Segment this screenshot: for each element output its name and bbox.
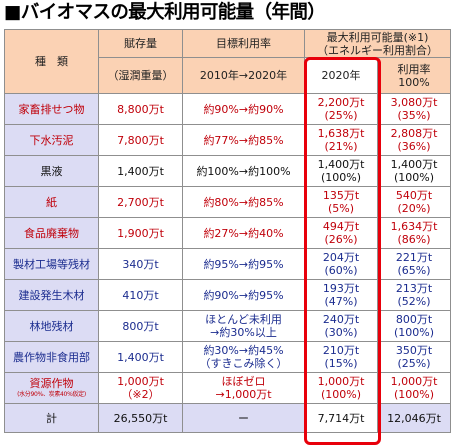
row-target: 約77%→約85% bbox=[182, 124, 305, 156]
biomass-table: 種 類 賦存量 目標利用率 最大利用可能量(※1) （エネルギー利用割合） （湿潤… bbox=[4, 29, 451, 433]
row-target: 約30%→約45% （すきこみ除く） bbox=[182, 341, 305, 373]
header-2020: 2020年 bbox=[304, 57, 378, 94]
row-100: 221万t (65%) bbox=[377, 248, 451, 280]
row-stock: 8,800万t bbox=[98, 93, 183, 125]
row-stock: 2,700万t bbox=[98, 186, 183, 218]
header-stock-line1: 賦存量 bbox=[98, 29, 183, 58]
row-target: 約100%→約100% bbox=[182, 155, 305, 187]
row-2020: 1,000万t (100%) bbox=[304, 372, 378, 404]
row-stock: 410万t bbox=[98, 279, 183, 311]
row-2020: 1,638万t (21%) bbox=[304, 124, 378, 156]
header-target-line2: 2010年→2020年 bbox=[182, 57, 305, 94]
row-stock: 1,400万t bbox=[98, 341, 183, 373]
table-row: 林地残材 800万t ほとんど未利用 →約30%以上 240万t (30%) 800… bbox=[4, 310, 451, 342]
row-name: 家畜排せつ物 bbox=[4, 93, 99, 125]
row-2020: 1,400万t (100%) bbox=[304, 155, 378, 187]
row-stock: 7,800万t bbox=[98, 124, 183, 156]
row-target: 約95%→約95% bbox=[182, 248, 305, 280]
table-row: 製材工場等残材 340万t 約95%→約95% 204万t (60%) 221万t… bbox=[4, 248, 451, 280]
total-label: 計 bbox=[4, 403, 99, 433]
row-name: 林地残材 bbox=[4, 310, 99, 342]
row-target: 約80%→約85% bbox=[182, 186, 305, 218]
row-100: 350万t (25%) bbox=[377, 341, 451, 373]
row-stock: 340万t bbox=[98, 248, 183, 280]
row-target: 約27%→約40% bbox=[182, 217, 305, 249]
row-stock: 1,400万t bbox=[98, 155, 183, 187]
table-row: 黒液 1,400万t 約100%→約100% 1,400万t (100%) 1,4… bbox=[4, 155, 451, 187]
row-100: 1,400万t (100%) bbox=[377, 155, 451, 187]
row-2020: 210万t (15%) bbox=[304, 341, 378, 373]
total-row: 計 26,550万t ー 7,714万t 12,046万t bbox=[4, 403, 451, 433]
row-2020: 2,200万t (25%) bbox=[304, 93, 378, 125]
table-row: 資源作物 (水分90%、炭素40%仮定) 1,000万t （※2） ほぼゼロ →1,0… bbox=[4, 372, 451, 404]
row-target: 約90%→約95% bbox=[182, 279, 305, 311]
table-row: 農作物非食用部 1,400万t 約30%→約45% （すきこみ除く） 210万t(… bbox=[4, 341, 451, 373]
row-name: 資源作物 (水分90%、炭素40%仮定) bbox=[4, 372, 99, 404]
row-name: 紙 bbox=[4, 186, 99, 218]
row-100: 2,808万t (36%) bbox=[377, 124, 451, 156]
row-name: 黒液 bbox=[4, 155, 99, 187]
row-name: 製材工場等残材 bbox=[4, 248, 99, 280]
row-2020: 240万t (30%) bbox=[304, 310, 378, 342]
total-stock: 26,550万t bbox=[98, 403, 183, 433]
row-name: 農作物非食用部 bbox=[4, 341, 99, 373]
header-stock-line2: （湿潤重量） bbox=[98, 57, 183, 94]
header-target-line1: 目標利用率 bbox=[182, 29, 305, 58]
row-2020: 494万t (26%) bbox=[304, 217, 378, 249]
row-name: 下水汚泥 bbox=[4, 124, 99, 156]
header-max: 最大利用可能量(※1) （エネルギー利用割合） bbox=[304, 29, 451, 58]
header-row-top: 種 類 賦存量 目標利用率 最大利用可能量(※1) （エネルギー利用割合） bbox=[4, 29, 451, 94]
row-100: 1,634万t (86%) bbox=[377, 217, 451, 249]
row-100: 3,080万t (35%) bbox=[377, 93, 451, 125]
table-row: 紙 2,700万t 約80%→約85% 135万t (5%) 540万t (20%) bbox=[4, 186, 451, 218]
table-row: 下水汚泥 7,800万t 約77%→約85% 1,638万t (21%) 2,80… bbox=[4, 124, 451, 156]
row-100: 540万t (20%) bbox=[377, 186, 451, 218]
row-stock: 1,900万t bbox=[98, 217, 183, 249]
page-title: ■バイオマスの最大利用可能量（年間） bbox=[4, 2, 326, 23]
table-row: 建設発生木材 410万t 約90%→約95% 193万t (47%) 213万t(… bbox=[4, 279, 451, 311]
row-target: 約90%→約90% bbox=[182, 93, 305, 125]
row-name-note: (水分90%、炭素40%仮定) bbox=[17, 391, 86, 398]
row-100: 800万t (100%) bbox=[377, 310, 451, 342]
row-name: 食品廃棄物 bbox=[4, 217, 99, 249]
row-target: ほとんど未利用 →約30%以上 bbox=[182, 310, 305, 342]
header-rate: 利用率 100% bbox=[377, 57, 451, 94]
row-2020: 204万t (60%) bbox=[304, 248, 378, 280]
row-100: 213万t (52%) bbox=[377, 279, 451, 311]
table-row: 家畜排せつ物 8,800万t 約90%→約90% 2,200万t (25%) 3,… bbox=[4, 93, 451, 125]
row-stock: 1,000万t （※2） bbox=[98, 372, 183, 404]
row-100: 1,000万t (100%) bbox=[377, 372, 451, 404]
row-2020: 193万t (47%) bbox=[304, 279, 378, 311]
row-name: 建設発生木材 bbox=[4, 279, 99, 311]
row-stock: 800万t bbox=[98, 310, 183, 342]
header-type: 種 類 bbox=[4, 29, 99, 94]
total-target: ー bbox=[182, 403, 305, 433]
total-2020: 7,714万t bbox=[304, 403, 378, 433]
row-target: ほぼゼロ →1,000万t bbox=[182, 372, 305, 404]
total-100: 12,046万t bbox=[377, 403, 451, 433]
row-2020: 135万t (5%) bbox=[304, 186, 378, 218]
table-row: 食品廃棄物 1,900万t 約27%→約40% 494万t (26%) 1,634… bbox=[4, 217, 451, 249]
